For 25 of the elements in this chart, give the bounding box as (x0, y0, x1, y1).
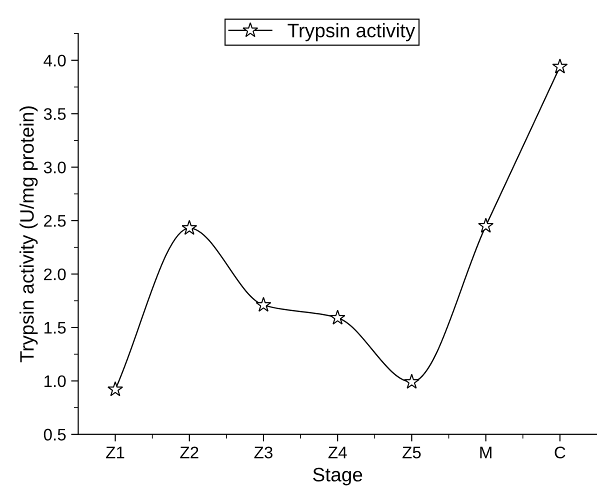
point (330, 310, 346, 325)
x-axis-title: Stage (313, 468, 362, 486)
y-tick-label: 3.5 (44, 108, 66, 120)
point (552, 58, 568, 74)
y-axis-title: Trypsin activity (U/mg protein) (20, 106, 38, 362)
x-tick-label: Z3 (254, 446, 272, 458)
x-tick-label: Z2 (180, 446, 198, 458)
point (478, 218, 494, 233)
y-tick-label: 2.5 (44, 215, 66, 227)
y-tick-label: 1.0 (44, 375, 66, 388)
x-tick-label: Z1 (106, 446, 124, 458)
point (256, 296, 272, 312)
x-tick-label: Z5 (402, 446, 421, 458)
x-tick-label: C (554, 446, 566, 458)
y-tick-label: 3.0 (44, 162, 66, 174)
x-tick-label: Z4 (328, 446, 347, 458)
point (107, 381, 124, 396)
y-tick-label: 0.5 (44, 428, 66, 441)
x-tick-label: M (480, 446, 492, 458)
y-tick-label: 2.0 (44, 268, 66, 280)
point (404, 374, 420, 389)
point (182, 220, 198, 235)
y-tick-label: 1.5 (44, 322, 66, 334)
legend-label: Trypsin activity (288, 23, 416, 42)
y-tick-label: 4.0 (44, 54, 66, 66)
